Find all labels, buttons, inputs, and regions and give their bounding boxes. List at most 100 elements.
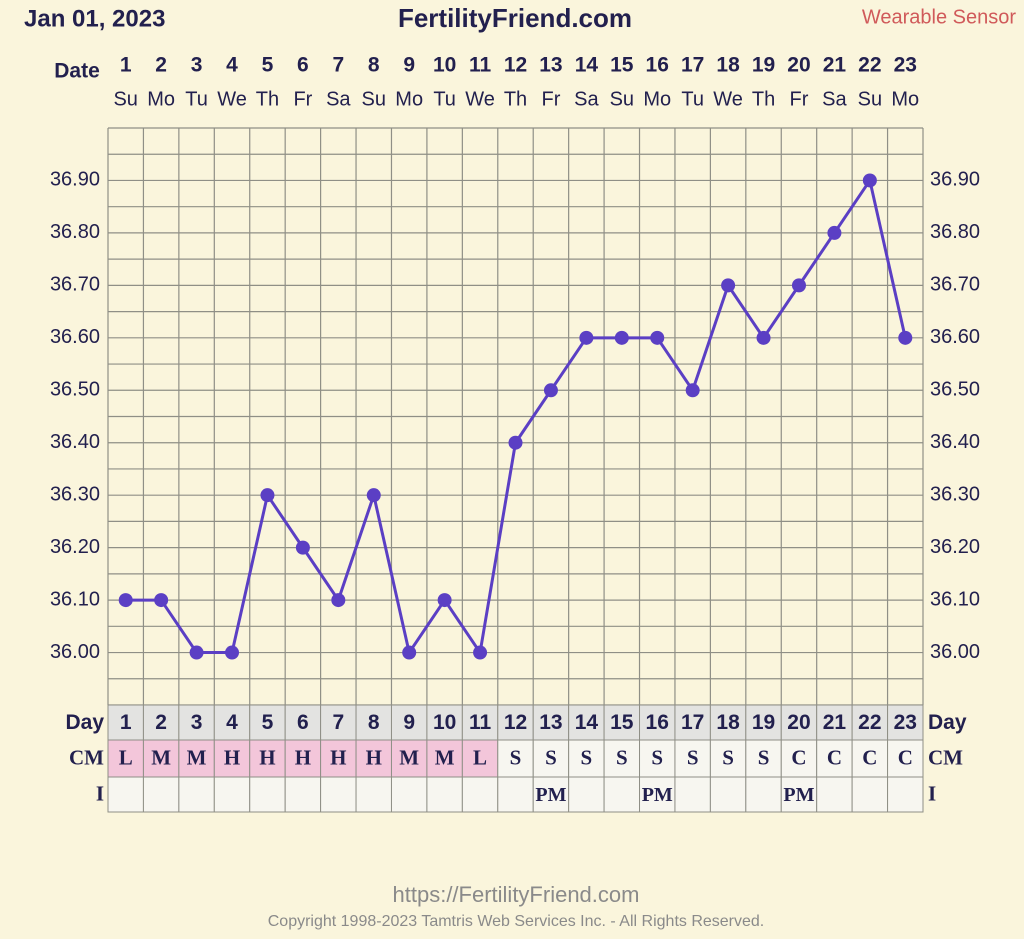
cm-cell	[887, 739, 924, 778]
y-tick-label: 36.80	[50, 221, 100, 243]
i-cell	[887, 776, 924, 813]
i-value: PM	[783, 784, 814, 806]
i-cell	[107, 776, 144, 813]
cm-cell	[780, 739, 818, 778]
cm-value: H	[259, 745, 275, 769]
i-cell	[709, 776, 747, 813]
y-tick-label-right: 36.70	[930, 274, 980, 296]
day-cell	[851, 704, 889, 741]
i-cell	[178, 776, 215, 813]
day-number: 20	[787, 711, 810, 734]
cm-value: C	[827, 745, 842, 769]
temperature-point	[650, 330, 665, 345]
day-number: 22	[858, 711, 881, 734]
i-cell	[532, 776, 570, 813]
day-number: 9	[403, 711, 415, 734]
cm-value: L	[119, 745, 133, 769]
day-cell	[887, 704, 924, 741]
weekday-label: Th	[752, 88, 775, 110]
i-cell	[674, 776, 711, 813]
weekday-label: Sa	[822, 88, 847, 110]
x-tick-label: 15	[610, 54, 634, 77]
weekday-label: Fr	[790, 88, 809, 110]
weekday-label: Tu	[681, 88, 704, 110]
day-number: 4	[226, 711, 238, 734]
x-tick-label: 17	[681, 54, 704, 77]
day-cell	[107, 704, 144, 741]
i-value: PM	[535, 784, 566, 806]
y-tick-label: 36.50	[50, 379, 100, 401]
weekday-label: Fr	[293, 88, 312, 110]
cm-cell	[213, 739, 251, 778]
weekday-label: Su	[113, 88, 137, 110]
temperature-point	[154, 593, 169, 608]
i-cell	[568, 776, 605, 813]
temperature-point	[508, 435, 523, 450]
site-title: FertilityFriend.com	[398, 3, 632, 33]
cm-value: M	[151, 745, 171, 769]
i-cell	[320, 776, 357, 813]
temperature-point	[473, 645, 488, 660]
cm-value: S	[651, 745, 663, 769]
temperature-point	[579, 330, 594, 345]
y-tick-label-right: 36.10	[930, 588, 980, 610]
row-label-right: Day	[928, 711, 967, 734]
day-number: 12	[504, 711, 527, 734]
day-number: 15	[610, 711, 634, 734]
x-tick-label: 21	[823, 54, 847, 77]
temperature-point	[827, 225, 842, 240]
day-number: 13	[539, 711, 562, 734]
x-tick-label: 9	[403, 54, 415, 77]
i-cell	[355, 776, 392, 813]
x-tick-label: 19	[752, 54, 775, 77]
cm-value: S	[722, 745, 734, 769]
temperature-point	[331, 593, 346, 608]
x-tick-label: 2	[155, 54, 167, 77]
cm-cell	[532, 739, 570, 778]
day-cell	[355, 704, 392, 741]
y-tick-label: 36.60	[50, 326, 100, 348]
weekday-label: Su	[610, 88, 634, 110]
i-cell	[426, 776, 463, 813]
weekday-label: Mo	[643, 88, 671, 110]
weekday-label: Th	[504, 88, 527, 110]
footer-url: https://FertilityFriend.com	[393, 882, 640, 907]
weekday-label: We	[217, 88, 247, 110]
x-tick-label: 3	[191, 54, 203, 77]
y-tick-label-right: 36.50	[930, 379, 980, 401]
x-tick-label: 6	[297, 54, 309, 77]
cm-value: M	[399, 745, 419, 769]
weekday-label: We	[465, 88, 495, 110]
chart-date: Jan 01, 2023	[24, 5, 165, 32]
temperature-point	[614, 330, 629, 345]
day-cell	[709, 704, 747, 741]
i-cell	[390, 776, 428, 813]
y-tick-label-right: 36.60	[930, 326, 980, 348]
x-tick-label: 1	[120, 54, 132, 77]
y-tick-label: 36.40	[50, 431, 100, 453]
cm-cell	[390, 739, 428, 778]
temperature-point	[260, 488, 275, 503]
weekday-label: Tu	[433, 88, 456, 110]
weekday-label: Th	[256, 88, 279, 110]
day-cell	[390, 704, 428, 741]
day-number: 7	[332, 711, 344, 734]
row-label-right: CM	[928, 745, 963, 769]
day-number: 3	[191, 711, 203, 734]
cm-value: S	[758, 745, 770, 769]
temperature-point	[756, 330, 771, 345]
footer-copyright: Copyright 1998-2023 Tamtris Web Services…	[268, 913, 765, 930]
cm-cell	[603, 739, 641, 778]
day-number: 11	[469, 711, 492, 734]
day-number: 2	[155, 711, 167, 734]
temperature-point	[862, 173, 877, 188]
weekday-label: Tu	[185, 88, 208, 110]
day-number: 18	[716, 711, 740, 734]
day-number: 19	[752, 711, 775, 734]
cm-value: C	[862, 745, 877, 769]
cm-value: S	[545, 745, 557, 769]
i-cell	[851, 776, 889, 813]
weekday-label: Su	[362, 88, 386, 110]
day-number: 14	[575, 711, 599, 734]
x-tick-label: 18	[716, 54, 740, 77]
